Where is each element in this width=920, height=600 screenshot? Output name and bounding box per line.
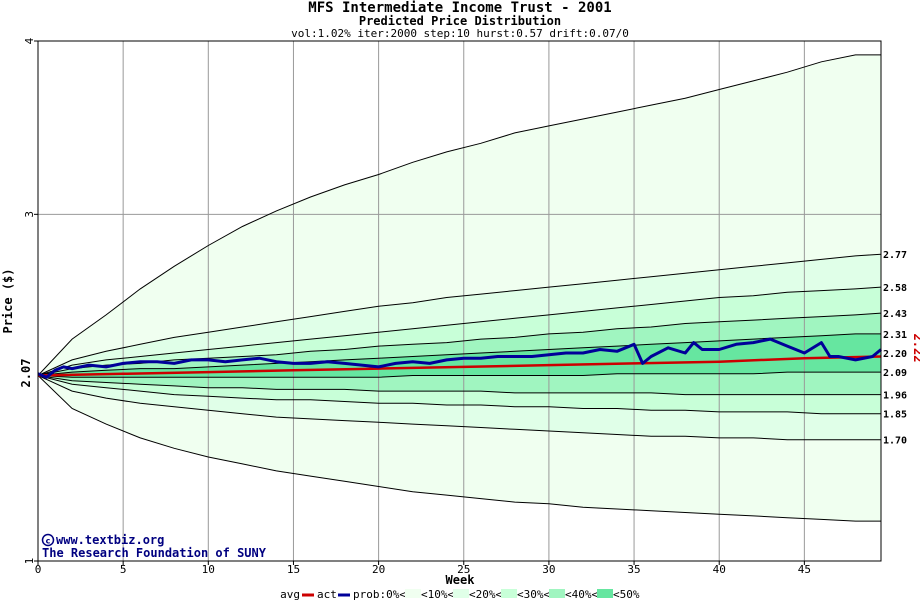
legend-50-label: <50%: [613, 588, 640, 600]
series-act-line: [37, 337, 882, 379]
legend-avg-label: avg: [280, 588, 300, 600]
credit-url[interactable]: www.textbiz.org: [56, 533, 164, 547]
legend-40-swatch: [549, 589, 565, 598]
band-10-upper-line: [37, 54, 881, 376]
band-40-upper-line: [37, 312, 882, 376]
y-axis-ticks: 1 3 4: [23, 37, 38, 564]
band-50-lower-line: [37, 371, 881, 378]
legend-30-swatch: [501, 589, 517, 598]
legend-prob-label: prob:0%<: [353, 588, 406, 600]
price-series: [37, 337, 882, 379]
x-axis-ticks: 0 5 10 15 20 25 30 35 40 45: [35, 561, 811, 576]
x-tick-label: 35: [627, 563, 640, 576]
copyright-icon-glyph: c: [46, 537, 51, 546]
start-value-label: 2.07: [19, 359, 33, 388]
y-tick-label: 1: [23, 558, 36, 565]
legend: avg act prob:0%< <10%< <20%< <30%< <40%<…: [280, 588, 640, 600]
band-30-lower-line: [37, 375, 881, 415]
level-label: 1.70: [883, 436, 907, 447]
percentile-lines: [37, 54, 882, 522]
level-label: 2.31: [883, 330, 907, 341]
band-40-lower-line: [37, 375, 881, 396]
copyright-icon: [41, 533, 55, 547]
legend-50-swatch: [597, 589, 613, 598]
level-label: 1.85: [883, 410, 907, 421]
level-label: 2.20: [883, 349, 907, 360]
band-20-upper-line: [37, 253, 882, 376]
band-10-lower-line: [37, 375, 881, 522]
credit: c www.textbiz.org The Research Foundatio…: [41, 533, 267, 560]
x-axis-label: Week: [446, 573, 476, 587]
legend-10-swatch: [405, 589, 421, 598]
x-tick-label: 10: [202, 563, 215, 576]
level-label: 2.09: [883, 368, 907, 379]
plot-frame: [37, 40, 882, 562]
chart-params: vol:1.02% iter:2000 step:10 hurst:0.57 d…: [291, 27, 629, 40]
x-tick-label: 0: [35, 563, 42, 576]
level-label: 2.43: [883, 309, 907, 320]
y-axis-label: Price ($): [1, 268, 15, 333]
legend-10-label: <10%<: [421, 588, 454, 600]
last-value-label: 2.22: [911, 334, 920, 363]
x-tick-label: 30: [542, 563, 555, 576]
band-50-area: [38, 333, 881, 378]
series-avg-line: [37, 355, 882, 377]
level-label: 2.58: [883, 283, 907, 294]
legend-20-label: <20%<: [469, 588, 502, 600]
level-label: 1.96: [883, 391, 907, 402]
level-label: 2.77: [883, 250, 907, 261]
x-tick-label: 45: [798, 563, 811, 576]
y-tick-label: 3: [23, 211, 36, 218]
x-tick-label: 40: [713, 563, 726, 576]
chart-subtitle: Predicted Price Distribution: [359, 14, 561, 28]
legend-30-label: <30%<: [517, 588, 550, 600]
y-tick-label: 4: [23, 37, 36, 44]
legend-20-swatch: [453, 589, 469, 598]
x-tick-label: 25: [457, 563, 470, 576]
percentile-bands: [38, 54, 881, 522]
band-20-lower-line: [37, 375, 881, 441]
legend-40-label: <40%<: [565, 588, 598, 600]
x-tick-label: 5: [120, 563, 127, 576]
chart-title: MFS Intermediate Income Trust - 2001: [308, 0, 611, 16]
band-30-upper-line: [37, 286, 882, 376]
legend-act-label: act: [317, 588, 337, 600]
x-tick-label: 20: [372, 563, 385, 576]
credit-org: The Research Foundation of SUNY: [42, 546, 267, 560]
right-level-labels: 2.77 2.58 2.43 2.31 2.20 2.09 1.96 1.85 1.70: [883, 250, 907, 446]
x-tick-label: 15: [287, 563, 300, 576]
band-50-upper-line: [37, 333, 881, 376]
